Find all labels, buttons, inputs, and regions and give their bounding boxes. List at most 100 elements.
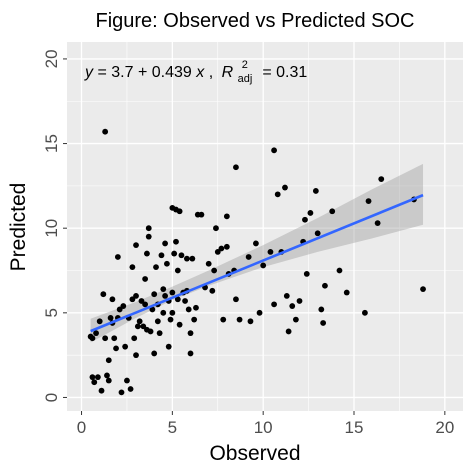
x-axis-ticks: 0 5 10 15 20 — [77, 411, 454, 437]
data-point — [133, 242, 139, 249]
data-point — [113, 345, 119, 352]
x-tick-label: 20 — [435, 418, 454, 437]
data-point — [94, 374, 101, 381]
data-point — [142, 276, 149, 282]
data-point — [193, 304, 199, 311]
y-tick-label: 20 — [42, 49, 61, 68]
data-point — [114, 254, 121, 260]
data-point — [156, 330, 163, 337]
data-point — [160, 286, 167, 293]
data-point — [336, 267, 343, 274]
data-point — [209, 287, 216, 294]
data-point — [378, 176, 385, 183]
data-point — [104, 372, 110, 379]
data-point — [145, 233, 152, 240]
x-tick-label: 0 — [77, 418, 86, 437]
data-point — [138, 298, 145, 304]
data-point — [218, 245, 225, 252]
data-point — [236, 316, 243, 323]
data-point — [149, 306, 156, 313]
data-point — [124, 377, 130, 384]
data-point — [285, 328, 292, 335]
data-point — [122, 343, 129, 350]
data-point — [343, 289, 350, 296]
data-point — [129, 296, 136, 303]
data-point — [174, 267, 181, 274]
data-point — [185, 306, 192, 313]
data-point — [214, 248, 221, 255]
data-point — [151, 291, 158, 298]
data-point — [98, 387, 105, 394]
data-point — [129, 264, 136, 271]
data-point — [96, 318, 103, 325]
data-point — [91, 379, 98, 386]
data-point — [233, 296, 239, 303]
data-point — [322, 282, 328, 289]
data-point — [142, 301, 149, 308]
data-point — [153, 264, 159, 271]
eq-intercept: = 3.7 — [97, 64, 133, 81]
data-point — [282, 184, 288, 191]
eq-r-symbol: R — [222, 64, 234, 81]
data-point — [100, 291, 107, 298]
data-point — [220, 316, 227, 323]
data-point — [158, 252, 165, 259]
data-point — [233, 164, 239, 171]
data-point — [274, 191, 281, 198]
eq-plus: + — [138, 64, 147, 81]
data-point — [173, 238, 179, 245]
data-point — [147, 328, 154, 335]
data-point — [116, 306, 123, 313]
data-point — [189, 255, 196, 262]
data-point — [178, 252, 185, 259]
data-point — [144, 250, 150, 257]
data-point — [365, 198, 372, 205]
data-point — [165, 343, 172, 350]
data-point — [160, 309, 167, 316]
data-point — [151, 350, 158, 357]
data-point — [162, 292, 168, 299]
data-point — [267, 248, 274, 255]
data-point — [303, 270, 310, 277]
data-point — [223, 213, 230, 220]
regression-equation: y = 3.7 + 0.439 x , R adj 2 = 0.31 — [84, 55, 307, 86]
data-point — [183, 255, 190, 262]
eq-r-sub: adj — [238, 73, 253, 85]
data-point — [174, 296, 181, 303]
data-point — [307, 210, 314, 216]
data-point — [253, 240, 259, 247]
x-axis-title: Observed — [209, 442, 300, 465]
y-axis-title: Predicted — [7, 183, 30, 272]
data-point — [289, 303, 296, 309]
data-point — [374, 220, 381, 227]
data-point — [167, 316, 174, 323]
eq-slope: 0.439 — [152, 64, 192, 81]
eq-y-var: y — [84, 64, 94, 81]
data-point — [89, 335, 96, 342]
eq-r-value: = 0.31 — [262, 64, 307, 81]
data-point — [136, 318, 143, 325]
data-point — [118, 389, 125, 396]
data-point — [320, 320, 327, 326]
data-point — [107, 315, 114, 321]
data-point — [109, 296, 116, 303]
data-point — [223, 243, 230, 250]
data-point — [102, 128, 109, 135]
data-point — [260, 262, 267, 269]
x-tick-label: 10 — [254, 418, 273, 437]
data-point — [318, 306, 325, 313]
data-point — [176, 208, 183, 215]
data-point — [145, 225, 152, 232]
data-point — [329, 208, 336, 215]
y-axis-ticks: 0 5 10 15 20 — [42, 49, 67, 402]
data-point — [362, 309, 368, 316]
data-point — [182, 298, 188, 304]
data-point — [187, 350, 194, 357]
data-point — [213, 225, 219, 232]
y-tick-label: 0 — [42, 393, 61, 402]
data-point — [102, 335, 109, 342]
data-point — [154, 318, 161, 325]
data-point — [420, 286, 426, 293]
x-tick-label: 5 — [168, 418, 177, 437]
panel-background — [67, 42, 463, 411]
